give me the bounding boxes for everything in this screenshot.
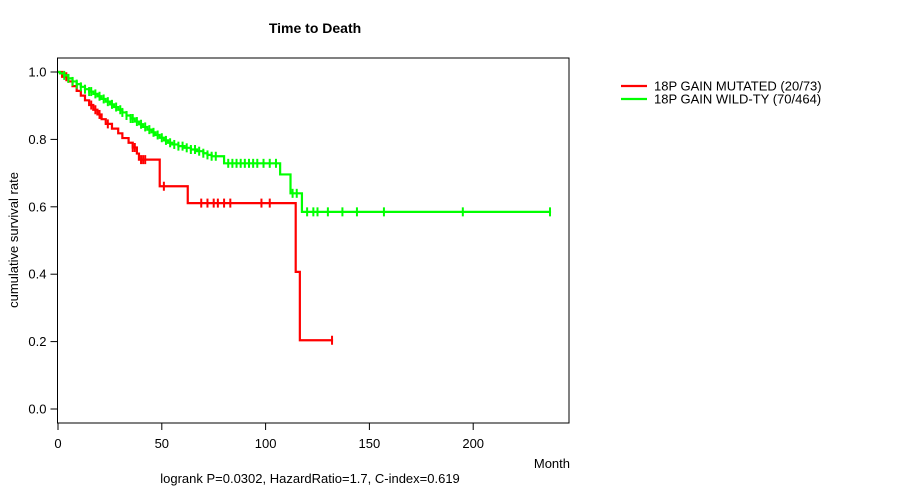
- y-axis-label: cumulative survival rate: [6, 172, 21, 308]
- x-axis-label: Month: [534, 456, 570, 471]
- legend-label-wild-type: 18P GAIN WILD-TY (70/464): [654, 92, 821, 107]
- x-tick-label: 150: [359, 436, 381, 451]
- y-tick-label: 0.8: [28, 132, 46, 147]
- y-tick-label: 0.0: [28, 402, 46, 417]
- x-tick-label: 100: [255, 436, 277, 451]
- x-tick-label: 0: [54, 436, 61, 451]
- y-tick-label: 0.2: [28, 334, 46, 349]
- plot-area-border: [57, 57, 570, 424]
- survival-curves: [58, 70, 552, 345]
- y-tick-label: 1.0: [28, 65, 46, 80]
- y-tick-label: 0.4: [28, 267, 46, 282]
- y-tick-label: 0.6: [28, 199, 46, 214]
- legend-label-mutated: 18P GAIN MUTATED (20/73): [654, 79, 822, 94]
- x-tick-label: 50: [155, 436, 169, 451]
- axes: 0 50 100 150 200 0.0 0.2 0.4 0.6 0.8 1.0: [28, 65, 484, 452]
- legend: 18P GAIN MUTATED (20/73) 18P GAIN WILD-T…: [621, 79, 822, 107]
- x-tick-label: 200: [462, 436, 484, 451]
- chart-title: Time to Death: [269, 20, 361, 36]
- stats-footnote: logrank P=0.0302, HazardRatio=1.7, C-ind…: [160, 471, 460, 486]
